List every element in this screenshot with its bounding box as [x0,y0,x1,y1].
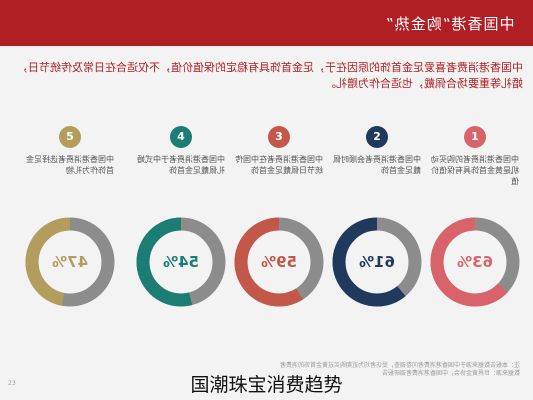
donut-value-arc [136,217,226,307]
stat-column-5: 5 中国香港消费者选择足金首饰作为礼物 47% [20,118,120,358]
step-badge: 4 [170,126,192,148]
donut-ring [133,214,229,310]
percent-label: 61% [359,253,395,271]
donut-ring [22,214,118,310]
stat-description: 中国香港消费者会顺时佩戴足金首饰 [333,155,421,175]
stat-column-3: 3 中国香港消费者在中国传统节日佩戴足金首饰 59% [229,118,329,358]
stat-column-4: 4 中国香港消费者于中式婚礼佩戴足金首饰 54% [131,118,231,358]
stat-description: 中国香港消费者于中式婚礼佩戴足金首饰 [137,155,225,175]
page-title: 中国香港“购金热” [385,14,515,33]
step-badge: 2 [366,126,388,148]
donut-value-arc [430,217,520,307]
donut-ring [231,214,327,310]
donut-value-arc [25,217,115,307]
donut-ring [329,214,425,310]
image-caption: 国潮珠宝消费趋势 [190,374,343,396]
intro-paragraph: 中国香港消费者喜爱足金首饰的原因在于，足金首饰具有稳定的保值价值，不仅适合在日常… [17,61,523,90]
donut-ring [427,214,523,310]
stat-description: 中国香港消费者在中国传统节日佩戴足金首饰 [235,155,323,175]
step-badge: 1 [464,126,486,148]
percent-label: 47% [52,253,88,271]
percent-label: 63% [457,253,493,271]
step-badge: 3 [268,126,290,148]
stat-description: 中国香港消费者选择足金首饰作为礼物 [26,155,114,175]
donut-value-arc [234,217,324,307]
header-bar: 中国香港“购金热” [0,0,533,46]
footnote-line-1: 注：本报告数据来源于中国香港消费者问卷调查，受访者均为近期购买过黄金首饰的消费者 [279,362,520,369]
percent-label: 59% [261,253,297,271]
percent-label: 54% [163,253,199,271]
page-number: 23 [8,380,16,387]
stat-column-2: 2 中国香港消费者会顺时佩戴足金首饰 61% [327,118,427,358]
step-badge: 5 [59,126,81,148]
stat-description: 中国香港消费者的购买动机是黄金首饰具有保值价值 [431,155,519,186]
stat-column-1: 1 中国香港消费者的购买动机是黄金首饰具有保值价值 63% [425,118,525,358]
donut-value-arc [332,217,422,307]
